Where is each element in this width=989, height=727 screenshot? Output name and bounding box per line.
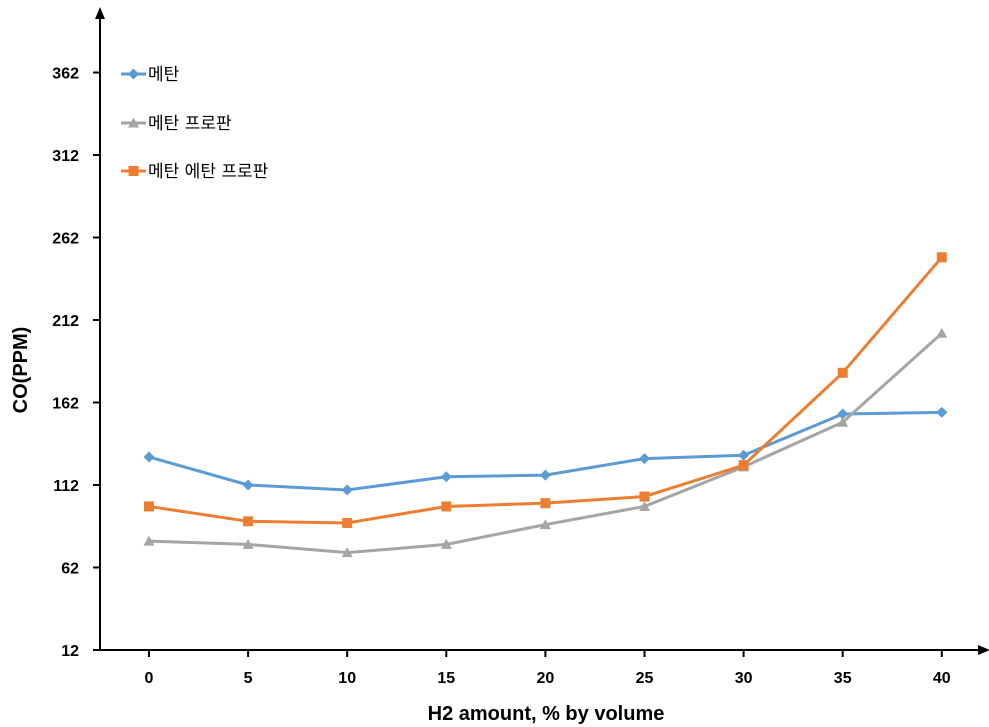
x-tick-label: 10	[338, 670, 356, 687]
data-point	[837, 416, 849, 427]
y-tick-label: 312	[52, 148, 79, 165]
x-tick-label: 30	[735, 670, 753, 687]
data-point	[143, 535, 155, 546]
data-point	[341, 547, 353, 558]
data-point	[341, 484, 353, 496]
y-tick-label: 112	[53, 478, 79, 495]
legend-item: 메탄 프로판	[121, 114, 232, 134]
data-point	[342, 517, 353, 528]
data-point	[242, 538, 254, 549]
x-tick-label: 40	[933, 670, 951, 687]
data-point	[539, 519, 551, 530]
x-tick-label: 15	[437, 670, 455, 687]
axes-layer	[95, 7, 989, 655]
data-point	[639, 491, 650, 502]
x-axis-arrowhead	[978, 645, 989, 655]
data-point	[639, 500, 650, 511]
y-tick-label: 162	[52, 396, 79, 413]
y-axis-title: CO(PPM)	[10, 327, 32, 414]
data-point	[837, 408, 849, 420]
series-layer	[143, 252, 948, 558]
data-point	[837, 367, 848, 378]
x-tick-label: 0	[145, 670, 154, 687]
legend-item: 메탄	[121, 65, 180, 85]
legend-item: 메탄 에탄 프로판	[121, 162, 269, 182]
data-point	[441, 501, 452, 512]
data-point	[936, 252, 947, 263]
y-tick-label: 212	[52, 313, 79, 330]
data-point	[738, 449, 750, 461]
y-axis-arrowhead	[95, 7, 105, 19]
series-0	[143, 406, 948, 496]
legend-label: 메탄	[148, 65, 180, 85]
data-point	[243, 516, 254, 527]
x-tick-label: 35	[834, 670, 852, 687]
data-point	[936, 406, 948, 418]
data-point	[144, 501, 154, 512]
data-point	[639, 453, 650, 465]
data-point	[242, 479, 254, 491]
data-point	[936, 327, 948, 338]
legend-marker	[128, 117, 139, 128]
x-axis-title: H2 amount, % by volume	[428, 703, 665, 725]
x-tick-label: 5	[244, 670, 253, 687]
data-point	[143, 451, 155, 463]
data-point	[440, 538, 452, 549]
data-point	[440, 471, 452, 483]
legend-marker	[128, 166, 139, 176]
x-tick-label: 20	[537, 670, 555, 687]
y-tick-label: 62	[61, 561, 79, 578]
data-point	[539, 469, 551, 481]
y-tick-label: 12	[61, 643, 79, 660]
legend-marker	[128, 68, 139, 80]
series-2	[144, 252, 947, 528]
data-point	[738, 460, 749, 471]
y-tick-label: 262	[52, 231, 79, 248]
series-line	[148, 256, 943, 525]
ticks-layer: 12 62 112 162 212 262 312 362 0 5 10 15 20 25 30 35 40	[52, 66, 951, 688]
y-tick-label: 362	[52, 66, 79, 83]
legend-label: 메탄 에탄 프로판	[148, 162, 269, 182]
data-point	[540, 498, 551, 509]
legend-label: 메탄 프로판	[148, 114, 232, 134]
x-tick-label: 25	[636, 670, 654, 687]
